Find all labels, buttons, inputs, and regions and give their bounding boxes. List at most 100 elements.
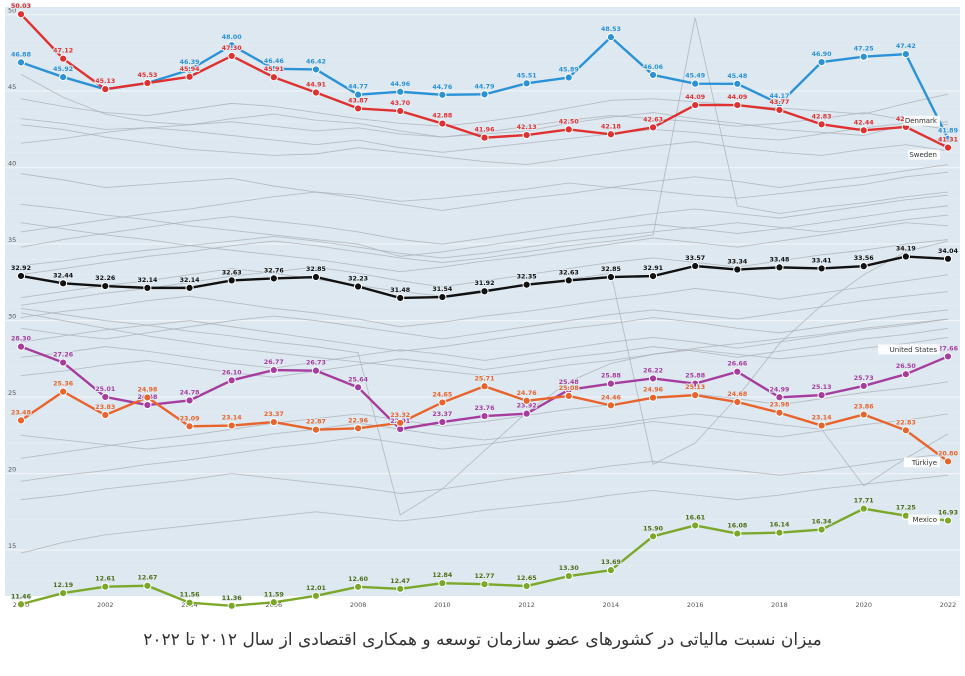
data-label-halo: 24.99 xyxy=(769,386,789,393)
data-label-halo: 32.44 xyxy=(53,272,74,279)
y-tick-label: 50 xyxy=(8,7,16,15)
data-label: 25.13 xyxy=(685,384,705,391)
data-label: 11.59 xyxy=(264,591,284,598)
data-label-halo: 12.19 xyxy=(53,582,73,589)
line-label: Mexico xyxy=(913,516,937,524)
data-label-halo: 25.08 xyxy=(559,385,579,392)
data-label: 33.48 xyxy=(769,256,789,263)
data-label: 23.09 xyxy=(180,415,200,422)
data-label: 45.13 xyxy=(95,78,115,85)
data-label-halo: 23.14 xyxy=(222,415,243,422)
data-label-halo: 23.86 xyxy=(854,404,875,411)
data-point xyxy=(143,393,152,402)
data-label: 16.34 xyxy=(812,519,833,526)
data-point xyxy=(775,408,784,417)
data-label: 31.48 xyxy=(390,287,410,294)
data-label-halo: 25.36 xyxy=(53,381,74,388)
data-point xyxy=(733,100,742,110)
data-label: 13.69 xyxy=(601,559,621,566)
data-point xyxy=(185,422,194,431)
data-label: 44.77 xyxy=(348,84,368,91)
y-tick-label: 20 xyxy=(8,466,16,474)
data-label-halo: 24.46 xyxy=(601,394,622,401)
background-series-line xyxy=(20,327,949,378)
data-label-halo: 46.39 xyxy=(180,59,200,66)
data-label: 32.76 xyxy=(264,267,285,274)
data-label: 32.26 xyxy=(95,275,116,282)
data-point xyxy=(311,88,321,97)
data-label: 43.77 xyxy=(769,99,789,106)
data-label-halo: 23.09 xyxy=(180,415,200,422)
data-label-halo: 32.14 xyxy=(180,277,201,284)
data-label-halo: 26.66 xyxy=(727,361,748,368)
data-label: 25.71 xyxy=(475,375,495,382)
data-point xyxy=(648,272,658,281)
data-point xyxy=(648,532,658,541)
data-point xyxy=(901,426,910,435)
data-point xyxy=(943,457,953,466)
data-label-halo: 20.80 xyxy=(938,450,959,457)
data-label: 47.25 xyxy=(854,46,874,53)
data-point xyxy=(101,410,110,420)
data-label: 24.96 xyxy=(643,387,664,394)
data-label: 42.44 xyxy=(854,119,875,126)
line-label-box xyxy=(903,457,940,468)
data-label: 12.19 xyxy=(53,582,73,589)
data-point xyxy=(564,125,573,134)
data-point xyxy=(101,85,110,94)
data-label-halo: 23.76 xyxy=(475,405,496,412)
data-point xyxy=(311,65,321,74)
data-point xyxy=(775,528,784,537)
line-label-box xyxy=(908,149,940,160)
data-label: 24.68 xyxy=(727,391,747,398)
data-point xyxy=(606,130,616,139)
data-point xyxy=(227,51,236,61)
tax-ratio-line-chart: 1520253035404550200020022004200620082010… xyxy=(5,2,960,610)
data-point xyxy=(859,410,868,419)
data-label-halo: 23.37 xyxy=(264,411,284,418)
data-point xyxy=(522,79,531,88)
data-label: 45.49 xyxy=(685,73,705,80)
data-label: 26.10 xyxy=(222,369,243,376)
data-point xyxy=(185,72,194,81)
data-label-halo: 13.69 xyxy=(601,559,621,566)
data-label-halo: 32.85 xyxy=(306,266,326,273)
data-point xyxy=(16,271,26,281)
background-series-line xyxy=(20,194,949,248)
data-point xyxy=(185,283,194,292)
data-label-halo: 48.00 xyxy=(222,34,243,41)
data-label: 44.79 xyxy=(475,83,495,90)
data-point xyxy=(733,265,742,274)
line-label: Denmark xyxy=(905,117,938,125)
data-label: 31.92 xyxy=(475,280,495,287)
background-series-line xyxy=(20,124,949,166)
data-label-halo: 16.61 xyxy=(685,514,705,521)
data-label: 23.92 xyxy=(517,403,537,410)
data-label-halo: 25.88 xyxy=(601,373,621,380)
data-label: 47.12 xyxy=(53,48,73,55)
data-label: 46.46 xyxy=(264,58,285,65)
x-tick-label: 2014 xyxy=(603,601,620,609)
data-point xyxy=(269,64,278,73)
data-label-halo: 11.36 xyxy=(222,595,243,602)
data-label-halo: 23.32 xyxy=(390,412,410,419)
data-label: 45.61 xyxy=(95,78,115,85)
data-label: 32.23 xyxy=(348,276,368,283)
data-point xyxy=(480,90,489,99)
data-label: 23.76 xyxy=(475,405,496,412)
data-point xyxy=(817,264,826,273)
data-label: 45.89 xyxy=(559,67,579,74)
data-point xyxy=(564,391,573,400)
data-label-halo: 42.50 xyxy=(559,118,580,125)
background-series-line xyxy=(20,291,949,340)
data-point xyxy=(101,582,110,591)
data-label: 44.09 xyxy=(727,94,747,101)
data-label-halo: 42.44 xyxy=(854,119,875,126)
data-label: 32.63 xyxy=(222,269,242,276)
data-point xyxy=(227,421,236,430)
data-label-halo: 44.96 xyxy=(390,81,411,88)
data-label: 32.44 xyxy=(53,272,74,279)
data-label-halo: 42.63 xyxy=(643,116,663,123)
background-series-line xyxy=(20,122,949,153)
data-label-halo: 24.98 xyxy=(137,386,157,393)
